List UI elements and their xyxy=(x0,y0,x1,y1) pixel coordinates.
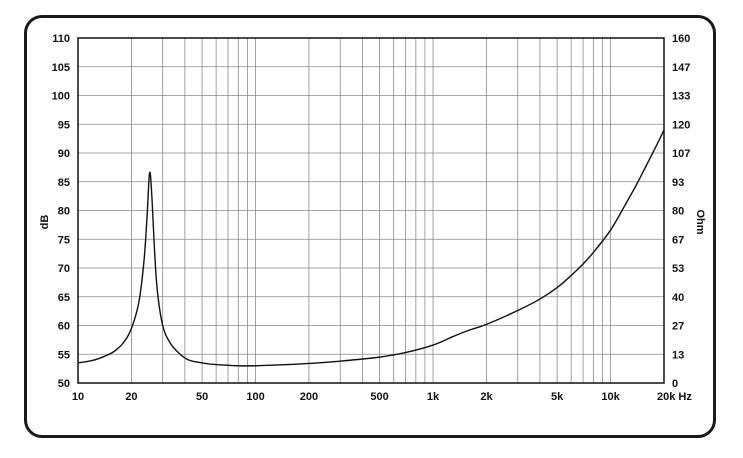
x-tick-label: 500 xyxy=(370,391,388,403)
plot-border xyxy=(77,37,665,384)
y2-tick-label: 133 xyxy=(672,91,690,103)
grid-lines xyxy=(77,37,665,384)
x-tick-label: 10 xyxy=(72,391,84,403)
x-tick-label: 20k Hz xyxy=(657,391,692,403)
y2-tick-label: 80 xyxy=(672,206,684,218)
y-tick-label: 90 xyxy=(58,148,70,160)
y-tick-label: 100 xyxy=(52,91,70,103)
y-tick-label: 65 xyxy=(58,292,70,304)
y2-axis-title: Ohm xyxy=(694,209,706,234)
x-axis-labels: 10 20 50 100 200 500 1k 2k 5k 10k 20k Hz xyxy=(72,391,692,403)
y-tick-label: 85 xyxy=(58,177,70,189)
y2-tick-label: 53 xyxy=(672,263,684,275)
y-tick-label: 70 xyxy=(58,263,70,275)
y-axis-title: dB xyxy=(39,215,51,230)
y-tick-label: 55 xyxy=(58,349,70,361)
y2-tick-label: 93 xyxy=(672,177,684,189)
y2-tick-label: 107 xyxy=(672,148,690,160)
x-tick-label: 5k xyxy=(551,391,564,403)
y-tick-label: 80 xyxy=(58,206,70,218)
y-tick-label: 75 xyxy=(58,234,70,246)
chart-frame xyxy=(24,15,716,438)
y2-tick-label: 13 xyxy=(672,349,684,361)
y2-tick-label: 0 xyxy=(672,378,678,390)
y-tick-label: 105 xyxy=(52,62,70,74)
x-tick-label: 20 xyxy=(125,391,137,403)
y-axis-labels: 110 105 100 95 90 85 80 75 70 65 60 55 50 xyxy=(52,33,70,390)
y-tick-label: 60 xyxy=(58,321,70,333)
x-tick-label: 1k xyxy=(427,391,440,403)
y2-tick-label: 160 xyxy=(672,33,690,45)
y2-tick-label: 40 xyxy=(672,292,684,304)
x-tick-label: 10k xyxy=(601,391,620,403)
y2-tick-label: 67 xyxy=(672,234,684,246)
x-tick-label: 100 xyxy=(246,391,264,403)
y-tick-label: 50 xyxy=(58,378,70,390)
y2-tick-label: 27 xyxy=(672,321,684,333)
x-tick-label: 200 xyxy=(300,391,318,403)
impedance-curve xyxy=(77,129,665,367)
x-tick-label: 2k xyxy=(480,391,493,403)
y2-axis-labels: 160 147 133 120 107 93 80 67 53 40 27 13 0 xyxy=(672,33,690,390)
y-tick-label: 110 xyxy=(52,33,70,45)
y2-tick-label: 147 xyxy=(672,62,690,74)
x-tick-label: 50 xyxy=(196,391,208,403)
y-tick-label: 95 xyxy=(58,119,70,131)
y2-tick-label: 120 xyxy=(672,119,690,131)
